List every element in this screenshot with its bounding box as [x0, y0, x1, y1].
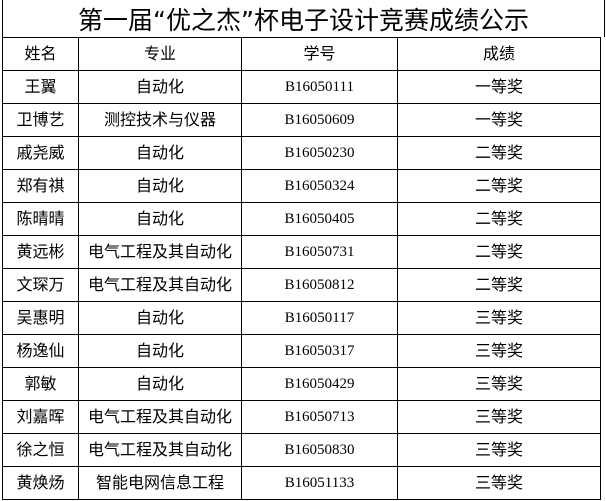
- table-row: 刘嘉晖 电气工程及其自动化 B16050713 三等奖: [2, 400, 601, 434]
- table-row: 黄焕炀 智能电网信息工程 B16051133 三等奖: [2, 466, 601, 500]
- cell-name: 卫博艺: [2, 103, 79, 137]
- cell-student-id: B16050317: [241, 334, 398, 368]
- cell-major: 自动化: [78, 136, 242, 170]
- cell-student-id: B16050324: [241, 169, 398, 203]
- cell-student-id: B16050111: [241, 70, 398, 104]
- cell-name: 王翼: [2, 70, 79, 104]
- table-header-row: 姓名 专业 学号 成绩: [2, 37, 601, 71]
- cell-result: 三等奖: [397, 466, 601, 500]
- cell-result: 三等奖: [397, 433, 601, 467]
- cell-name: 徐之恒: [2, 433, 79, 467]
- cell-student-id: B16050405: [241, 202, 398, 236]
- cell-name: 黄远彬: [2, 235, 79, 269]
- cell-major: 智能电网信息工程: [78, 466, 242, 500]
- cell-name: 郭敏: [2, 367, 79, 401]
- cell-major: 测控技术与仪器: [78, 103, 242, 137]
- table-row: 郭敏 自动化 B16050429 三等奖: [2, 367, 601, 401]
- table-row: 戚尧威 自动化 B16050230 二等奖: [2, 136, 601, 170]
- table-row: 文琛万 电气工程及其自动化 B16050812 二等奖: [2, 268, 601, 302]
- cell-major: 自动化: [78, 202, 242, 236]
- cell-name: 黄焕炀: [2, 466, 79, 500]
- cell-student-id: B16050713: [241, 400, 398, 434]
- cell-major: 自动化: [78, 334, 242, 368]
- cell-name: 杨逸仙: [2, 334, 79, 368]
- cell-result: 二等奖: [397, 202, 601, 236]
- page-title: 第一届“优之杰”杯电子设计竞赛成绩公示: [2, 0, 605, 37]
- cell-student-id: B16050230: [241, 136, 398, 170]
- cell-major: 自动化: [78, 169, 242, 203]
- cell-major: 电气工程及其自动化: [78, 268, 242, 302]
- cell-name: 文琛万: [2, 268, 79, 302]
- header-result: 成绩: [397, 37, 601, 71]
- cell-major: 电气工程及其自动化: [78, 400, 242, 434]
- results-table: 姓名 专业 学号 成绩 王翼 自动化 B16050111 一等奖 卫博艺 测控技术与仪器 B…: [2, 37, 601, 500]
- cell-name: 戚尧威: [2, 136, 79, 170]
- cell-student-id: B16050731: [241, 235, 398, 269]
- cell-student-id: B16051133: [241, 466, 398, 500]
- table-row: 卫博艺 测控技术与仪器 B16050609 一等奖: [2, 103, 601, 137]
- cell-result: 二等奖: [397, 169, 601, 203]
- cell-result: 三等奖: [397, 301, 601, 335]
- cell-major: 电气工程及其自动化: [78, 433, 242, 467]
- cell-result: 一等奖: [397, 70, 601, 104]
- table-row: 黄远彬 电气工程及其自动化 B16050731 二等奖: [2, 235, 601, 269]
- table-row: 王翼 自动化 B16050111 一等奖: [2, 70, 601, 104]
- cell-student-id: B16050429: [241, 367, 398, 401]
- table-row: 杨逸仙 自动化 B16050317 三等奖: [2, 334, 601, 368]
- cell-major: 电气工程及其自动化: [78, 235, 242, 269]
- cell-result: 三等奖: [397, 367, 601, 401]
- table-row: 吴惠明 自动化 B16050117 三等奖: [2, 301, 601, 335]
- cell-major: 自动化: [78, 367, 242, 401]
- cell-name: 陈晴晴: [2, 202, 79, 236]
- table-row: 徐之恒 电气工程及其自动化 B16050830 三等奖: [2, 433, 601, 467]
- cell-student-id: B16050830: [241, 433, 398, 467]
- header-major: 专业: [78, 37, 242, 71]
- cell-name: 刘嘉晖: [2, 400, 79, 434]
- table-row: 陈晴晴 自动化 B16050405 二等奖: [2, 202, 601, 236]
- header-student-id: 学号: [241, 37, 398, 71]
- cell-result: 一等奖: [397, 103, 601, 137]
- cell-student-id: B16050609: [241, 103, 398, 137]
- cell-name: 郑有祺: [2, 169, 79, 203]
- cell-result: 三等奖: [397, 400, 601, 434]
- cell-name: 吴惠明: [2, 301, 79, 335]
- cell-major: 自动化: [78, 301, 242, 335]
- header-name: 姓名: [2, 37, 79, 71]
- cell-result: 二等奖: [397, 268, 601, 302]
- cell-result: 二等奖: [397, 136, 601, 170]
- cell-student-id: B16050117: [241, 301, 398, 335]
- cell-student-id: B16050812: [241, 268, 398, 302]
- table-row: 郑有祺 自动化 B16050324 二等奖: [2, 169, 601, 203]
- cell-major: 自动化: [78, 70, 242, 104]
- cell-result: 二等奖: [397, 235, 601, 269]
- cell-result: 三等奖: [397, 334, 601, 368]
